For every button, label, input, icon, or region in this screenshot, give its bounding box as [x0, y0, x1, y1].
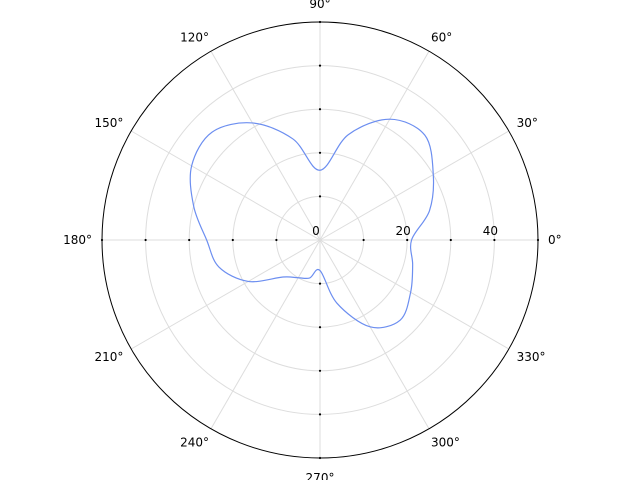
angular-tick-label: 30°: [517, 116, 538, 130]
radial-tick-label: 20: [396, 224, 411, 238]
radial-tick-label: 0: [312, 224, 320, 238]
series-layer: [189, 118, 435, 329]
angular-grid-line: [319, 239, 430, 430]
angular-tick-label: 60°: [431, 30, 452, 44]
angular-tick-label: 240°: [180, 436, 209, 450]
radial-tick-mark: [406, 238, 409, 242]
radial-tick-label: 40: [483, 224, 498, 238]
angular-tick-label: 180°: [63, 233, 92, 247]
angular-grid-line: [210, 239, 321, 430]
radial-tick-mark: [318, 326, 322, 329]
radial-tick-mark: [318, 64, 322, 67]
angular-tick-label: 330°: [517, 350, 546, 364]
radial-tick-mark: [318, 108, 322, 111]
angular-grid-line: [130, 130, 321, 241]
angular-grid-line: [130, 239, 321, 350]
radial-tick-mark: [275, 238, 278, 242]
polar-grid: [102, 22, 538, 458]
radial-tick-mark: [449, 238, 452, 242]
radial-tick-mark: [144, 238, 147, 242]
angular-grid-line: [319, 130, 510, 241]
radial-tick-mark: [318, 369, 322, 372]
series-line: [189, 118, 435, 329]
radial-tick-mark: [318, 413, 322, 416]
angular-grid-line: [319, 239, 510, 350]
angular-tick-label: 210°: [94, 350, 123, 364]
angular-tick-label: 0°: [548, 233, 562, 247]
radial-tick-mark: [231, 238, 234, 242]
angular-tick-label: 300°: [431, 436, 460, 450]
angular-tick-label: 90°: [309, 0, 330, 11]
angular-tick-label: 150°: [94, 116, 123, 130]
radial-tick-mark: [318, 151, 322, 154]
radial-tick-labels: 0 20 40: [312, 224, 498, 238]
radial-tick-mark: [318, 195, 322, 198]
radial-tick-mark: [362, 238, 365, 242]
angular-grid-line: [210, 50, 321, 241]
radial-tick-mark: [318, 282, 322, 285]
polar-frame: [101, 21, 539, 459]
angular-tick-label: 270°: [306, 471, 335, 480]
radial-ticks: [100, 20, 540, 460]
angular-grid-line: [319, 50, 430, 241]
radial-tick-mark: [188, 238, 191, 242]
angular-tick-label: 120°: [180, 30, 209, 44]
angular-tick-labels: 0° 30° 60° 90° 120° 150° 180° 210° 240° 270° 300° 3…: [63, 0, 562, 480]
radial-tick-mark: [493, 238, 496, 242]
